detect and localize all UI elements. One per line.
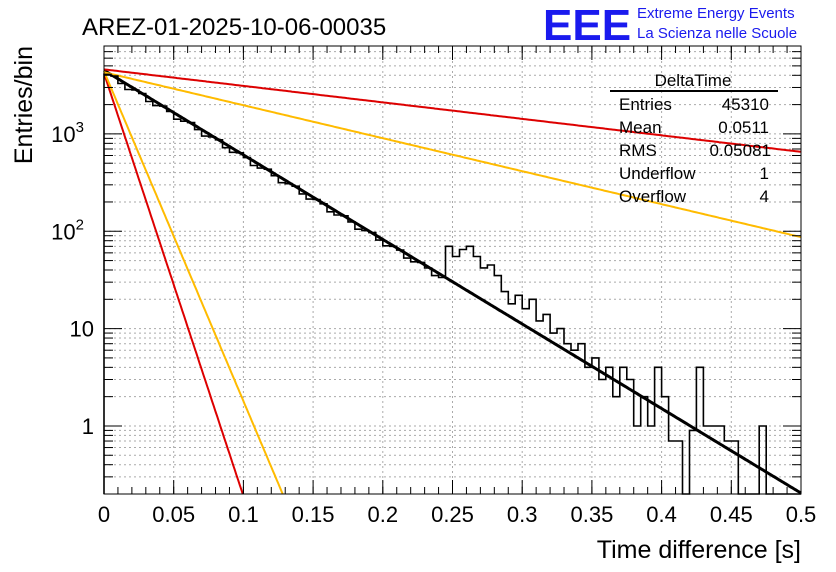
logo-line2: La Scienza nelle Scuole <box>637 25 797 42</box>
x-tick-label: 0.1 <box>228 502 259 527</box>
stats-label-underflow: Underflow <box>619 164 696 183</box>
x-tick-label: 0.45 <box>710 502 753 527</box>
x-tick-label: 0.05 <box>152 502 195 527</box>
y-axis-label: Entries/bin <box>10 46 38 164</box>
stats-value-rms: 0.05081 <box>710 141 771 160</box>
fit-curve-orange-shallow <box>103 71 802 239</box>
x-tick-label: 0.15 <box>292 502 335 527</box>
fit-curve-orange-steep <box>103 70 284 495</box>
stats-label-mean: Mean <box>619 118 662 137</box>
stats-box: DeltaTime Entries 45310 Mean 0.0511 RMS … <box>610 71 778 206</box>
logo-line1: Extreme Energy Events <box>637 5 795 22</box>
stats-value-overflow: 4 <box>760 187 769 206</box>
axis-ticks: 0 0.05 0.1 0.15 0.2 0.25 0.3 0.35 0.4 0.45 0.5 1 10 1… <box>51 45 817 527</box>
x-tick-label: 0 <box>98 502 110 527</box>
stats-value-mean: 0.0511 <box>718 118 769 137</box>
fit-curves <box>103 68 802 495</box>
fit-curve-red-shallow <box>103 68 802 153</box>
fit-curve-red-steep <box>103 72 244 495</box>
stats-title: DeltaTime <box>655 71 732 90</box>
x-tick-label: 0.3 <box>507 502 538 527</box>
stats-value-underflow: 1 <box>760 164 769 183</box>
chart-title: AREZ-01-2025-10-06-00035 <box>82 14 386 41</box>
y-tick-label: 1 <box>82 414 94 439</box>
x-tick-label: 0.5 <box>786 502 817 527</box>
x-tick-label: 0.35 <box>570 502 613 527</box>
stats-value-entries: 45310 <box>722 95 769 114</box>
x-tick-label: 0.4 <box>646 502 677 527</box>
x-tick-label: 0.25 <box>431 502 474 527</box>
eee-logo: EEE Extreme Energy Events La Scienza nel… <box>543 1 797 50</box>
stats-label-rms: RMS <box>619 141 657 160</box>
stats-label-entries: Entries <box>619 95 672 114</box>
x-tick-label: 0.2 <box>368 502 399 527</box>
y-tick-label: 10 <box>70 317 94 342</box>
eee-logo-text: EEE <box>543 1 631 50</box>
fit-curve-black-fit <box>103 69 802 495</box>
x-axis-label: Time difference [s] <box>597 536 801 564</box>
histogram <box>103 73 801 495</box>
grid <box>104 45 801 495</box>
histogram-bins <box>103 73 801 495</box>
y-tick-label: 103 <box>51 119 84 147</box>
stats-label-overflow: Overflow <box>619 187 687 206</box>
y-tick-label: 102 <box>51 216 84 244</box>
